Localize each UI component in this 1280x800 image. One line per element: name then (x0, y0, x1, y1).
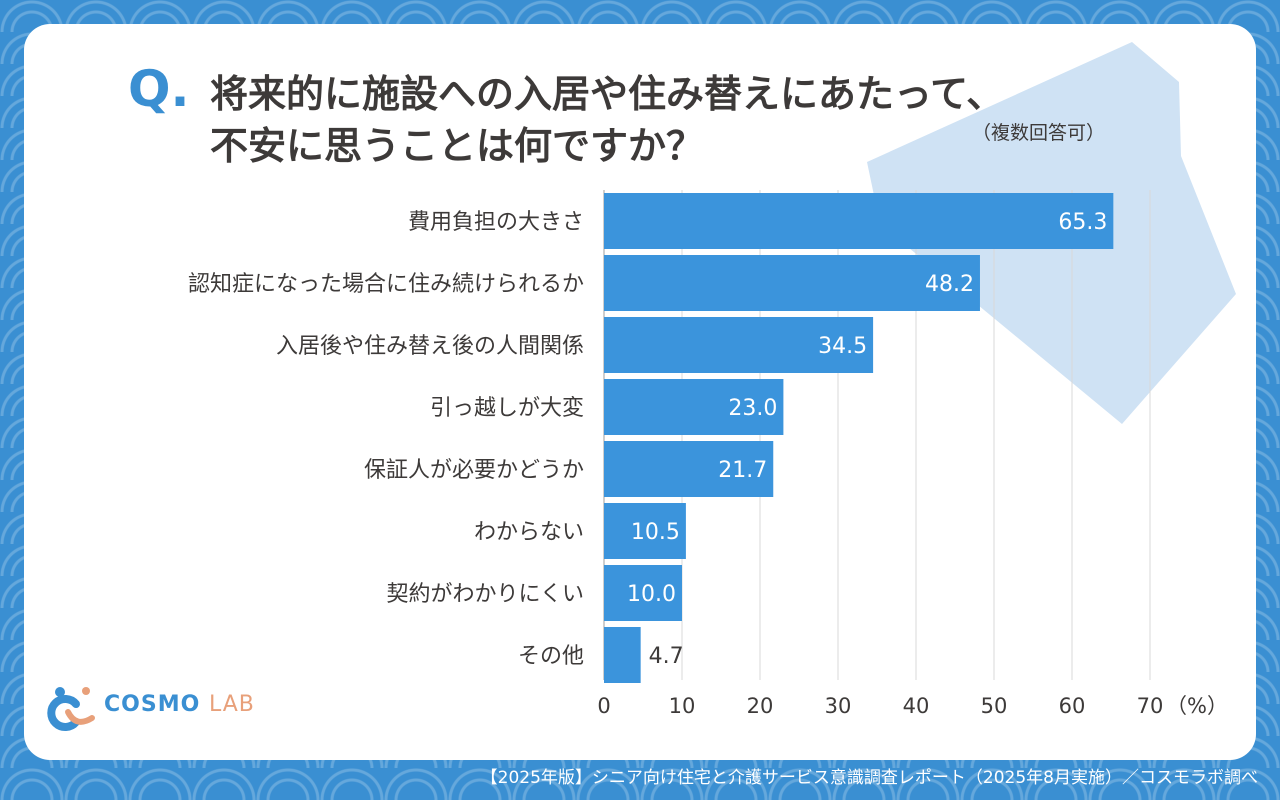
x-tick-label: 50 (981, 694, 1008, 718)
x-tick-label: 20 (747, 694, 774, 718)
x-unit-label: （%） (1166, 694, 1228, 718)
value-label: 10.0 (627, 582, 676, 607)
value-label: 23.0 (728, 396, 777, 421)
cosmo-lab-logo-text: COSMO LAB (104, 692, 255, 717)
bar-label: わからない (474, 520, 584, 545)
bar-label: 保証人が必要かどうか (364, 458, 584, 483)
x-tick-label: 60 (1059, 694, 1086, 718)
chart-title: 将来的に施設への入居や住み替えにあたって、 不安に思うことは何ですか？ (210, 68, 1150, 172)
chart-card: Q. 将来的に施設への入居や住み替えにあたって、 不安に思うことは何ですか？ （… (24, 24, 1256, 760)
chart-title-line1: 将来的に施設への入居や住み替えにあたって、 (210, 72, 1005, 116)
bar-label: その他 (518, 644, 584, 669)
chart-title-line2: 不安に思うことは何ですか？ (210, 124, 705, 168)
bar (604, 503, 686, 559)
bar (604, 627, 641, 683)
bar (604, 255, 980, 311)
bar-label: 契約がわかりにくい (386, 582, 584, 607)
bar-label: 費用負担の大きさ (408, 210, 584, 235)
bar-label: 引っ越しが大変 (430, 396, 584, 421)
bar-chart: 費用負担の大きさ 65.3 認知症になった場合に住み続けられるか 48.2 入居後や住み… (188, 190, 1228, 718)
footer-source: 【2025年版】シニア向け住宅と介護サービス意識調査レポート（2025年8月実施… (480, 768, 1258, 788)
question-mark-label: Q. (128, 60, 190, 118)
x-tick-label: 40 (903, 694, 930, 718)
value-label: 4.7 (649, 644, 684, 669)
value-label: 65.3 (1058, 210, 1107, 235)
multiple-answer-note: （複数回答可） (972, 122, 1106, 144)
bar (604, 193, 1114, 249)
cosmo-lab-logo: COSMO LAB (46, 682, 266, 732)
bar (604, 379, 784, 435)
value-label: 34.5 (818, 334, 867, 359)
x-tick-label: 30 (825, 694, 852, 718)
bar (604, 441, 774, 497)
value-label: 48.2 (925, 272, 974, 297)
bar (604, 565, 682, 621)
cosmo-lab-logo-icon (47, 687, 95, 731)
x-tick-label: 10 (669, 694, 696, 718)
x-tick-label: 0 (597, 694, 610, 718)
x-tick-label: 70 (1137, 694, 1164, 718)
value-label: 21.7 (718, 458, 767, 483)
bar-label: 認知症になった場合に住み続けられるか (188, 272, 584, 297)
value-label: 10.5 (631, 520, 680, 545)
bar-label: 入居後や住み替え後の人間関係 (276, 334, 584, 359)
bar (604, 317, 874, 373)
